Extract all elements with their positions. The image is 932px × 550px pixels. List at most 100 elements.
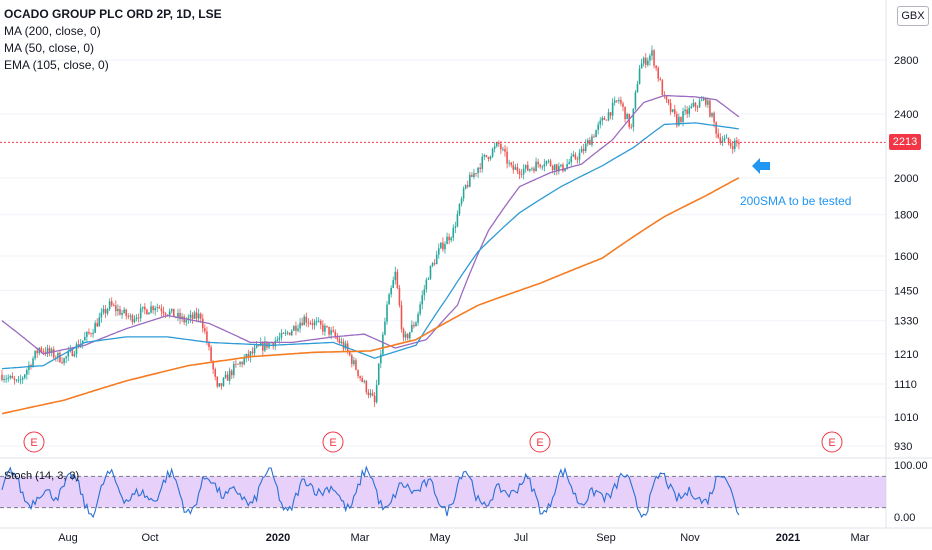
candle xyxy=(199,312,202,323)
candle xyxy=(284,329,287,336)
candle xyxy=(402,327,405,342)
candle xyxy=(13,375,16,385)
candle xyxy=(713,111,715,128)
candle xyxy=(183,314,185,325)
candle xyxy=(361,375,363,383)
stoch-band xyxy=(0,476,886,508)
candle xyxy=(676,111,678,128)
earnings-marker[interactable]: E xyxy=(23,431,45,453)
candle xyxy=(81,340,84,349)
candle xyxy=(454,221,457,234)
candle xyxy=(115,300,117,317)
candle xyxy=(201,313,204,333)
candle xyxy=(694,102,697,112)
time-tick-label: Mar xyxy=(351,532,370,544)
earnings-marker[interactable]: E xyxy=(322,431,344,453)
candle xyxy=(156,303,159,313)
candle xyxy=(17,376,20,384)
candle xyxy=(280,329,283,341)
candle xyxy=(46,344,49,358)
candle xyxy=(291,328,293,337)
candle xyxy=(34,350,36,361)
candle xyxy=(131,313,134,325)
candle xyxy=(44,347,47,357)
candle xyxy=(344,340,347,351)
candle xyxy=(427,277,430,280)
candle xyxy=(123,307,125,314)
candle xyxy=(98,312,101,327)
candle xyxy=(626,112,628,120)
candle xyxy=(570,152,573,167)
candle xyxy=(580,146,583,153)
candle xyxy=(597,121,599,135)
candle xyxy=(721,135,724,147)
candle xyxy=(560,164,562,168)
candle xyxy=(404,331,407,341)
svg-text:E: E xyxy=(828,437,835,449)
candle xyxy=(444,241,446,254)
time-tick-label: 2020 xyxy=(266,532,290,544)
time-axis: Aug Oct 2020 Mar May Jul Sep Nov 2021 Mar xyxy=(0,527,932,544)
candle xyxy=(353,356,355,367)
candle xyxy=(282,332,285,335)
candle xyxy=(475,172,477,177)
candle xyxy=(529,168,531,173)
candle xyxy=(599,117,602,129)
candle xyxy=(1,369,3,382)
candle xyxy=(533,166,535,174)
candle xyxy=(351,353,353,368)
candle xyxy=(423,284,426,301)
candle xyxy=(19,374,22,385)
candle xyxy=(334,329,337,339)
candle xyxy=(48,345,51,357)
candle xyxy=(607,108,610,122)
candle xyxy=(665,94,668,103)
candle xyxy=(647,57,649,67)
candle xyxy=(86,331,88,342)
candle xyxy=(264,336,266,353)
candle xyxy=(723,134,726,143)
candle xyxy=(104,305,107,319)
candle xyxy=(307,318,310,328)
candle xyxy=(731,141,734,154)
candle xyxy=(274,336,277,351)
candle xyxy=(655,65,657,72)
candle xyxy=(419,301,421,317)
candle xyxy=(160,304,163,317)
candle xyxy=(11,372,14,379)
candle xyxy=(673,104,676,118)
candle xyxy=(21,376,24,384)
candle xyxy=(394,266,397,285)
candle xyxy=(75,341,78,358)
earnings-marker[interactable]: E xyxy=(529,431,551,453)
candle xyxy=(415,321,417,327)
candle xyxy=(440,242,442,250)
candle xyxy=(479,162,481,173)
candle xyxy=(425,277,428,293)
candle xyxy=(524,164,527,173)
price-tick-label: 1800 xyxy=(894,210,918,222)
candle xyxy=(133,315,136,324)
chart-legend: OCADO GROUP PLC ORD 2P, 1D, LSE MA (200,… xyxy=(4,6,222,74)
candle xyxy=(295,321,297,336)
stoch-tick-label: 0.00 xyxy=(894,512,915,524)
candle xyxy=(603,115,606,121)
candle xyxy=(340,337,343,345)
candle xyxy=(446,232,448,245)
candle xyxy=(460,196,463,207)
price-tick-label: 2800 xyxy=(894,55,918,67)
candle xyxy=(365,379,368,395)
candle xyxy=(371,389,374,397)
candle xyxy=(609,112,612,120)
candle xyxy=(359,375,361,382)
earnings-marker[interactable]: E xyxy=(821,431,843,453)
candle xyxy=(531,166,533,172)
candle xyxy=(618,97,620,104)
candle xyxy=(382,331,384,356)
price-tick-label: 930 xyxy=(894,441,912,453)
candle xyxy=(386,300,388,325)
currency-button[interactable]: GBX xyxy=(897,6,929,26)
candle xyxy=(303,314,306,326)
candle xyxy=(309,320,312,325)
